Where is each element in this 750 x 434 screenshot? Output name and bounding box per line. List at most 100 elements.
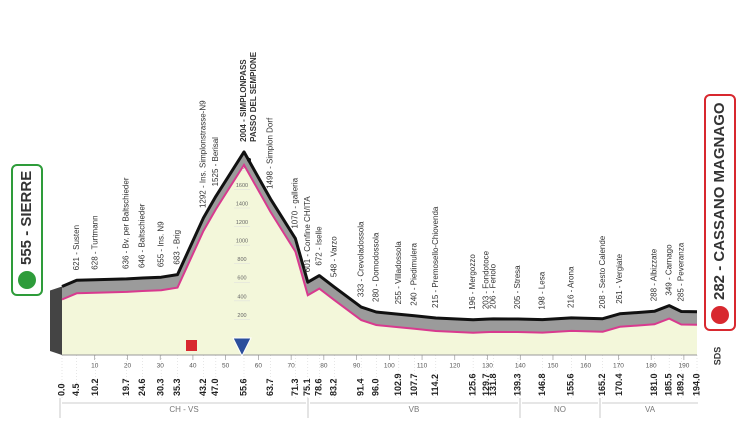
region-label: NO — [554, 405, 566, 414]
x-tick-label: 100 — [384, 363, 395, 370]
x-tick-label: 80 — [320, 363, 328, 370]
region-label: CH - VS — [169, 405, 198, 414]
x-tick-label: 110 — [417, 363, 428, 370]
kom-marker — [232, 337, 252, 358]
km-label: 91.4 — [356, 378, 366, 396]
km-label: 4.5 — [71, 383, 81, 396]
waypoint-label: 601 - Confine CH/ITA — [303, 196, 312, 273]
profile-side — [50, 286, 62, 355]
km-label: 165.2 — [597, 373, 607, 396]
waypoint-label: 1070 - galleria — [290, 177, 299, 228]
km-label: 43.2 — [198, 378, 208, 396]
waypoint-label: 1292 - Ins. Simplonstrasse-N9 — [199, 100, 208, 208]
km-label: 78.6 — [314, 378, 324, 396]
km-label: 146.8 — [537, 373, 547, 396]
waypoint-label: 655 - Ins. N9 — [156, 221, 165, 267]
km-label: 170.4 — [614, 373, 624, 396]
waypoint-label: 261 - Vergiate — [615, 253, 624, 303]
y-tick-label: 1600 — [236, 183, 248, 189]
summit-label: PASSO DEL SEMPIONE — [249, 51, 258, 142]
km-label: 55.6 — [238, 378, 248, 396]
waypoint-label: 203 - Fondotoce — [482, 250, 491, 309]
region-label: VB — [409, 405, 420, 414]
waypoint-label: 255 - Villadossola — [394, 241, 403, 305]
km-label: 189.2 — [676, 373, 686, 396]
logo: SDS — [712, 347, 722, 366]
km-label: 47.0 — [210, 378, 220, 396]
waypoint-label: 672 - Iselle — [314, 226, 323, 266]
x-tick-label: 70 — [288, 363, 296, 370]
x-tick-label: 90 — [353, 363, 361, 370]
profile-pink-line — [61, 162, 698, 334]
sprint-marker — [186, 340, 197, 351]
waypoint-label: 280 - Domodossola — [371, 232, 380, 302]
start-label: 555 - SIERRE — [18, 171, 35, 265]
x-tick-label: 20 — [124, 363, 132, 370]
km-label: 131.8 — [488, 373, 498, 396]
waypoint-label: 196 - Mergozzo — [468, 254, 477, 310]
summit-dot — [246, 157, 251, 162]
km-label: 30.3 — [156, 378, 166, 396]
waypoint-label: 240 - Piedimulera — [410, 242, 419, 305]
profile-area — [62, 164, 697, 355]
waypoint-label: 1525 - Berisal — [211, 137, 220, 187]
start-banner — [11, 164, 43, 296]
waypoint-label: 621 - Susten — [72, 225, 81, 270]
km-label: 83.2 — [329, 378, 339, 396]
km-label: 185.5 — [664, 373, 674, 396]
x-tick-label: 190 — [678, 363, 689, 370]
x-tick-label: 10 — [91, 363, 99, 370]
km-label: 35.3 — [172, 378, 182, 396]
waypoint-label: 548 - Varzo — [329, 236, 338, 277]
waypoint-label: 333 - Crevoladossola — [356, 221, 365, 297]
waypoint-label: 216 - Arona — [566, 266, 575, 308]
waypoint-label: 215 - Premosello-Chiovenda — [431, 206, 440, 308]
y-tick-label: 200 — [237, 313, 246, 319]
y-tick-label: 1200 — [236, 220, 248, 226]
waypoint-label: 683 - Brig — [173, 230, 182, 265]
km-label: 96.0 — [371, 378, 381, 396]
km-label: 71.3 — [290, 378, 300, 396]
waypoint-label: 646 - Baltschieder — [138, 203, 147, 268]
x-tick-label: 180 — [646, 363, 657, 370]
waypoint-label: 206 - Feriolo — [489, 263, 498, 308]
waypoint-label: 205 - Stresa — [513, 265, 522, 309]
km-label: 129.7 — [481, 373, 491, 396]
waypoint-label: 2004 - SIMPLONPASS — [239, 59, 248, 142]
waypoint-label: 628 - Turtmann — [90, 215, 99, 269]
start-icon — [18, 271, 36, 289]
km-label: 24.6 — [137, 378, 147, 396]
km-label: 63.7 — [265, 378, 275, 396]
x-tick-label: 40 — [189, 363, 197, 370]
waypoint-label: 285 - Peveranza — [676, 242, 685, 301]
y-tick-label: 600 — [237, 276, 246, 282]
finish-label: 282 - CASSANO MAGNAGO — [711, 102, 728, 300]
y-tick-label: 800 — [237, 257, 246, 263]
x-tick-label: 150 — [548, 363, 559, 370]
x-tick-label: 130 — [482, 363, 493, 370]
km-label: 155.6 — [566, 373, 576, 396]
region-label: VA — [645, 405, 656, 414]
km-label: 107.7 — [409, 373, 419, 396]
km-label: 194.0 — [691, 373, 701, 396]
waypoint-label: 349 - Carnago — [664, 244, 673, 296]
km-label: 102.9 — [393, 373, 403, 396]
km-label: 114.2 — [430, 374, 440, 396]
x-tick-label: 60 — [255, 363, 263, 370]
waypoint-label: 208 - Sesto Calende — [598, 235, 607, 308]
y-tick-label: 400 — [237, 294, 246, 300]
km-label: 0.0 — [56, 383, 66, 396]
km-label: 181.0 — [649, 373, 659, 396]
km-label: 125.6 — [467, 373, 477, 396]
x-tick-label: 120 — [449, 363, 460, 370]
profile-band — [62, 151, 697, 333]
profile-line — [61, 150, 698, 322]
y-tick-label: 1400 — [236, 201, 248, 207]
waypoint-label: 636 - Bv. per Baltschieder — [122, 177, 131, 269]
x-tick-label: 170 — [613, 363, 624, 370]
km-label: 75.1 — [302, 378, 312, 396]
km-label: 19.7 — [121, 378, 131, 396]
waypoint-label: 1498 - Simplon Dorf — [266, 117, 275, 189]
